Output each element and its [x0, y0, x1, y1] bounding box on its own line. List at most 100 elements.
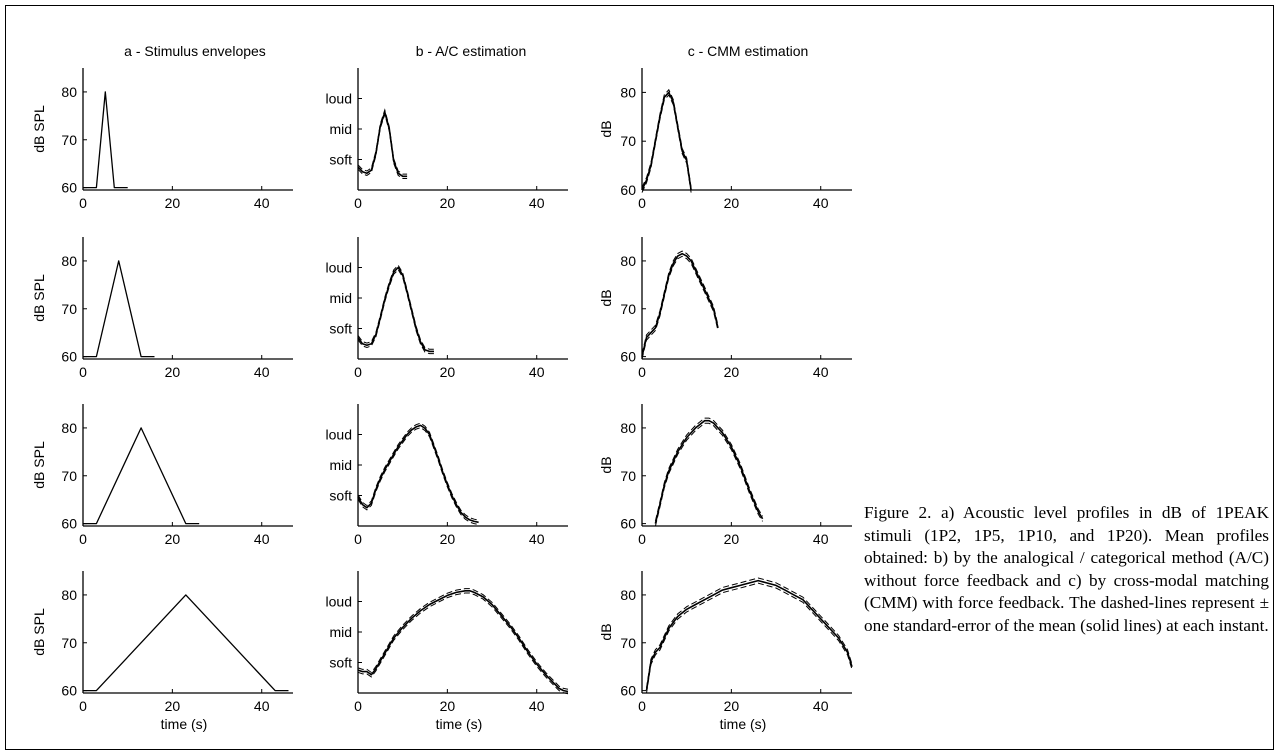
b3-se-lower-line	[357, 427, 479, 525]
c2-se-lower-line	[641, 255, 719, 360]
a4-xtick-label: 40	[254, 698, 270, 714]
a1-column-title: a - Stimulus envelopes	[124, 43, 266, 59]
c3-ylabel: dB	[598, 456, 614, 473]
a3-xtick-label: 0	[79, 531, 87, 547]
b4-se-upper-line	[357, 588, 569, 690]
c4-se-upper-line	[646, 577, 853, 689]
a2-mean-line	[83, 260, 155, 358]
figure-frame: 0 20 40 60 70 80 dB SPL a - Stimulus envelopes 0…	[5, 5, 1274, 750]
b1-xtick-label: 20	[440, 195, 456, 211]
a1-xtick-label: 20	[165, 195, 181, 211]
b2-ytick-label: loud	[326, 260, 352, 276]
b4-ytick-label: soft	[329, 655, 352, 671]
c4-ytick-label: 80	[620, 587, 636, 603]
b2-mean-line	[357, 266, 434, 353]
a1-mean-line	[83, 91, 128, 189]
c2-se-upper-line	[641, 250, 719, 355]
c3-xtick-label: 20	[724, 531, 740, 547]
c2-ytick-label: 70	[620, 301, 636, 317]
b1-xtick-label: 40	[529, 195, 545, 211]
c2-xtick-label: 0	[638, 364, 646, 380]
b1-se-lower-line	[357, 112, 408, 179]
b3-mean-line	[357, 424, 479, 524]
a3-ytick-label: 70	[61, 468, 77, 484]
c3-se-lower-line	[654, 422, 764, 527]
b1-ytick-label: loud	[326, 91, 352, 107]
c2-ytick-label: 80	[620, 253, 636, 269]
c4-ylabel: dB	[598, 623, 614, 640]
a3-xtick-label: 20	[165, 531, 181, 547]
c1-mean-line	[641, 91, 692, 191]
a3-ytick-label: 60	[61, 516, 77, 532]
b4-ytick-label: mid	[329, 624, 352, 640]
a4-ytick-label: 80	[61, 587, 77, 603]
a2-xtick-label: 20	[165, 364, 181, 380]
b3-se-upper-line	[357, 422, 479, 521]
a4-mean-line	[83, 594, 289, 692]
c3-ytick-label: 80	[620, 420, 636, 436]
a4-ytick-label: 70	[61, 635, 77, 651]
b4-xtick-label: 20	[440, 698, 456, 714]
b3-ytick-label: soft	[329, 488, 352, 504]
c2-xtick-label: 40	[813, 364, 829, 380]
a3-xtick-label: 40	[254, 531, 270, 547]
figure-caption: Figure 2. a) Acoustic level profiles in …	[864, 503, 1269, 635]
a3-ytick-label: 80	[61, 420, 77, 436]
figure-plots: 0 20 40 60 70 80 dB SPL a - Stimulus envelopes 0…	[31, 43, 853, 732]
b1-ytick-label: soft	[329, 152, 352, 168]
c1-se-lower-line	[641, 94, 692, 193]
b4-xlabel: time (s)	[436, 716, 483, 732]
b4-xtick-label: 0	[354, 698, 362, 714]
b2-xtick-label: 40	[529, 364, 545, 380]
c1-se-upper-line	[641, 88, 692, 188]
b2-ytick-label: mid	[329, 290, 352, 306]
b1-se-upper-line	[357, 108, 408, 175]
b1-ytick-label: mid	[329, 121, 352, 137]
c4-xlabel: time (s)	[720, 716, 767, 732]
c4-ytick-label: 60	[620, 683, 636, 699]
b3-xtick-label: 40	[529, 531, 545, 547]
a1-ytick-label: 60	[61, 180, 77, 196]
b4-xtick-label: 40	[529, 698, 545, 714]
a1-xtick-label: 40	[254, 195, 270, 211]
b4-mean-line	[357, 589, 569, 693]
b4-se-lower-line	[357, 592, 569, 695]
c4-xtick-label: 0	[638, 698, 646, 714]
b2-xtick-label: 0	[354, 364, 362, 380]
c2-mean-line	[641, 252, 719, 357]
b3-ytick-label: mid	[329, 457, 352, 473]
b2-ytick-label: soft	[329, 321, 352, 337]
a2-ytick-label: 60	[61, 349, 77, 365]
b2-se-lower-line	[357, 268, 434, 355]
c3-xtick-label: 40	[813, 531, 829, 547]
c1-xtick-label: 20	[724, 195, 740, 211]
c2-ylabel: dB	[598, 289, 614, 306]
a2-xtick-label: 40	[254, 364, 270, 380]
a4-ytick-label: 60	[61, 683, 77, 699]
b4-ytick-label: loud	[326, 594, 352, 610]
b1-column-title: b - A/C estimation	[416, 43, 527, 59]
a2-ytick-label: 80	[61, 253, 77, 269]
a1-xtick-label: 0	[79, 195, 87, 211]
c1-xtick-label: 40	[813, 195, 829, 211]
a3-ylabel: dB SPL	[31, 441, 47, 489]
c4-xtick-label: 40	[813, 698, 829, 714]
c4-ytick-label: 70	[620, 635, 636, 651]
c4-mean-line	[645, 579, 853, 691]
a4-xlabel: time (s)	[161, 716, 208, 732]
c1-column-title: c - CMM estimation	[688, 43, 809, 59]
c2-ytick-label: 60	[620, 349, 636, 365]
c3-mean-line	[654, 419, 764, 524]
a1-ytick-label: 70	[61, 132, 77, 148]
a2-ylabel: dB SPL	[31, 274, 47, 322]
b1-xtick-label: 0	[354, 195, 362, 211]
c1-ytick-label: 70	[620, 133, 636, 149]
c4-se-lower-line	[646, 582, 853, 694]
b1-mean-line	[357, 111, 408, 178]
b3-xtick-label: 20	[440, 531, 456, 547]
a1-ytick-label: 80	[61, 84, 77, 100]
b3-xtick-label: 0	[354, 531, 362, 547]
c1-xtick-label: 0	[638, 195, 646, 211]
c3-xtick-label: 0	[638, 531, 646, 547]
c3-ytick-label: 70	[620, 468, 636, 484]
